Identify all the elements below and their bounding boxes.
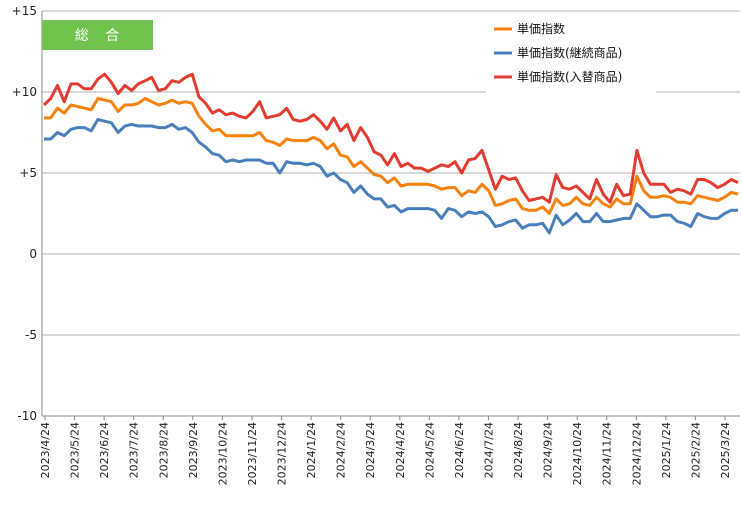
x-tick-label: 2024/8/24 — [512, 422, 525, 478]
series-lines — [42, 72, 739, 235]
series-line-2 — [44, 118, 738, 235]
x-tick-label: 2023/9/24 — [187, 422, 200, 478]
x-tick-label: 2024/2/24 — [335, 422, 348, 478]
x-tick-label: 2023/7/24 — [128, 422, 141, 478]
x-tick-label: 2023/10/24 — [216, 422, 229, 485]
x-tick-label: 2024/9/24 — [542, 422, 555, 478]
x-tick-label: 2023/11/24 — [246, 422, 259, 485]
x-tick-label: 2024/10/24 — [571, 422, 584, 485]
series-line-1 — [44, 97, 739, 215]
badge: 総 合 — [42, 20, 153, 50]
badge-label: 総 合 — [75, 28, 125, 44]
y-tick-label: +10 — [12, 85, 37, 99]
y-tick-label: +15 — [12, 4, 37, 18]
x-tick-label: 2024/3/24 — [364, 422, 377, 478]
badge-box — [42, 20, 153, 50]
x-tick-label: 2024/11/24 — [601, 422, 614, 485]
x-tick-label: 2025/3/24 — [719, 422, 732, 478]
x-axis: 2023/4/24 2023/5/24 2023/6/24 2023/7/24 2023… — [39, 415, 740, 485]
x-tick-label: 2023/5/24 — [69, 422, 82, 478]
legend-label: 単価指数(継続商品) — [517, 45, 622, 60]
x-tick-label: 2024/4/24 — [394, 422, 407, 478]
x-tick-label: 2023/8/24 — [157, 422, 170, 478]
x-tick-label: 2024/1/24 — [305, 422, 318, 478]
y-tick-label: +5 — [19, 166, 37, 180]
legend-background — [486, 15, 656, 97]
x-tick-label: 2024/12/24 — [630, 422, 643, 485]
x-tick-label: 2025/1/24 — [660, 422, 673, 478]
legend-label: 単価指数 — [517, 21, 565, 36]
y-tick-label: -10 — [17, 409, 37, 423]
x-tick-label: 2023/4/24 — [39, 422, 52, 478]
x-tick-label: 2024/5/24 — [423, 422, 436, 478]
x-tick-label: 2023/6/24 — [98, 422, 111, 478]
y-axis: +15 +10 +5 0 -5 -10 — [12, 4, 43, 423]
y-tick-label: -5 — [25, 328, 37, 342]
series-line-3 — [42, 72, 739, 204]
x-tick-label: 2024/6/24 — [453, 422, 466, 478]
legend-label: 単価指数(入替商品) — [517, 69, 622, 84]
y-tick-label: 0 — [29, 247, 37, 261]
x-tick-label: 2024/7/24 — [482, 422, 495, 478]
x-tick-label: 2023/12/24 — [276, 422, 289, 485]
x-tick-label: 2025/2/24 — [689, 422, 702, 478]
